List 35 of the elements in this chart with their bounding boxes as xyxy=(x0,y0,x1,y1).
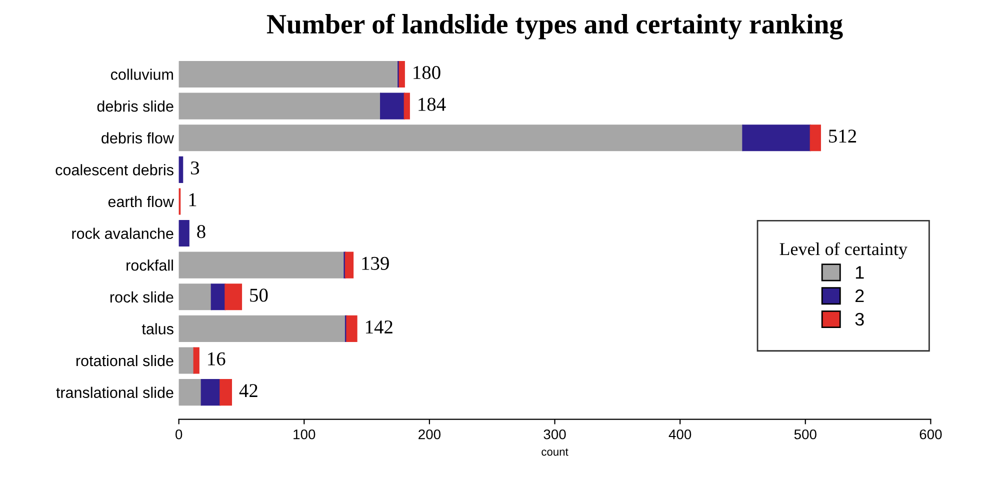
x-tick-label: 300 xyxy=(544,429,566,440)
total-label: 3 xyxy=(191,161,200,175)
total-label: 184 xyxy=(418,98,446,111)
y-tick-label: talus xyxy=(142,323,174,334)
y-tick-label: coalescent debris xyxy=(56,164,174,176)
y-tick-label: rotational slide xyxy=(76,354,174,366)
y-tick-label: rockfall xyxy=(126,260,173,271)
total-label: 139 xyxy=(362,256,389,270)
x-axis-title: count xyxy=(542,448,568,456)
total-label: 142 xyxy=(366,320,392,334)
chart-title: Number of landslide types and certainty ranking xyxy=(266,14,843,40)
x-tick-label: 0 xyxy=(176,429,182,440)
total-label: 8 xyxy=(197,225,206,238)
total-label: 180 xyxy=(414,66,440,80)
x-tick-label: 400 xyxy=(668,429,692,440)
legend-label: 3 xyxy=(855,312,864,326)
x-tick-label: 100 xyxy=(294,429,316,440)
y-tick-label: translational slide xyxy=(56,386,174,398)
total-label: 42 xyxy=(239,384,258,398)
x-tick-label: 200 xyxy=(418,429,440,440)
legend-title: Level of certainty xyxy=(780,242,908,259)
total-label: 512 xyxy=(829,130,856,143)
y-tick-label: rock avalanche xyxy=(72,228,174,239)
y-tick-label: earth flow xyxy=(108,196,174,208)
total-label: 1 xyxy=(189,193,196,206)
total-label: 16 xyxy=(208,352,226,366)
legend-label: 2 xyxy=(855,289,864,302)
x-tick-label: 500 xyxy=(794,429,816,440)
total-label: 50 xyxy=(250,288,268,302)
y-tick-label: debris flow xyxy=(102,132,174,144)
y-tick-label: debris slide xyxy=(97,100,174,112)
y-tick-label: colluvium xyxy=(110,68,173,80)
y-tick-label: rock slide xyxy=(110,291,174,303)
legend-label: 1 xyxy=(856,266,864,279)
x-tick-label: 600 xyxy=(920,429,942,440)
